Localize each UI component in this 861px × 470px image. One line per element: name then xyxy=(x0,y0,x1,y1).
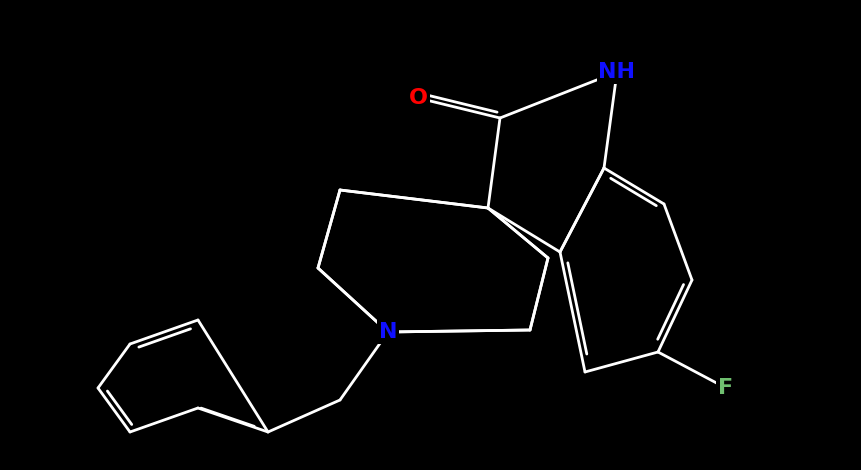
Text: F: F xyxy=(718,378,734,398)
Text: NH: NH xyxy=(598,62,635,82)
Text: N: N xyxy=(379,322,397,342)
Text: O: O xyxy=(408,88,428,108)
